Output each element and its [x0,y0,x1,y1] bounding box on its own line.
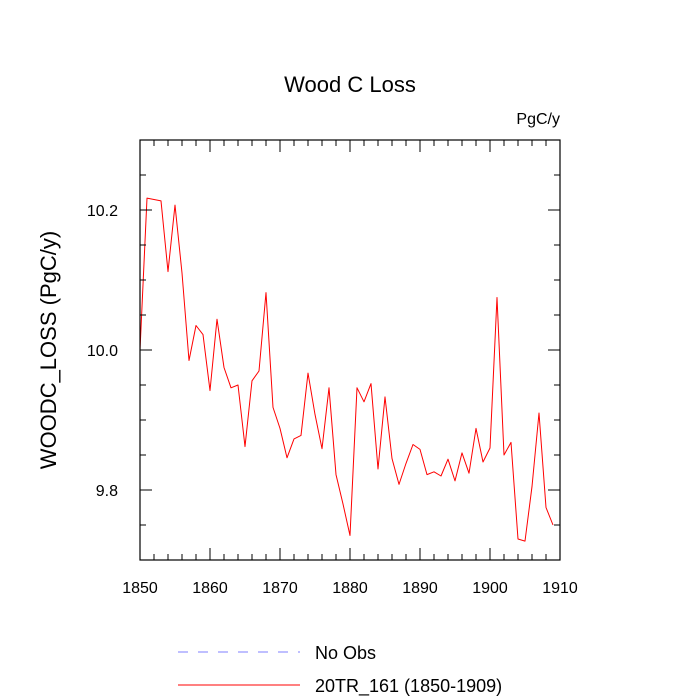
x-tick-label: 1860 [192,580,228,597]
axis-ticks [139,139,561,561]
x-tick-label: 1910 [542,580,578,597]
x-tick-label: 1850 [122,580,158,597]
series-layer [139,197,554,542]
chart-title: Wood C Loss [284,72,416,97]
series-line-20tr-161-1850-1909 [139,197,554,542]
legend-label-20tr-161: 20TR_161 (1850-1909) [315,676,502,697]
x-tick-label: 1880 [332,580,368,597]
y-axis-label: WOODC_LOSS (PgC/y) [36,231,61,469]
x-tick-label: 1900 [472,580,508,597]
plot-frame [139,139,561,561]
y-tick-label: 10.0 [87,343,118,360]
units-label: PgC/y [516,111,560,128]
x-tick-label: 1870 [262,580,298,597]
tick-labels: 1850 1860 1870 1880 1890 1900 1910 9.8 10.0 10.2 [87,203,578,597]
legend-label-no-obs: No Obs [315,643,376,663]
y-tick-label: 9.8 [96,483,118,500]
legend: No Obs 20TR_161 (1850-1909) [178,643,502,697]
y-tick-label: 10.2 [87,203,118,220]
x-tick-label: 1890 [402,580,438,597]
